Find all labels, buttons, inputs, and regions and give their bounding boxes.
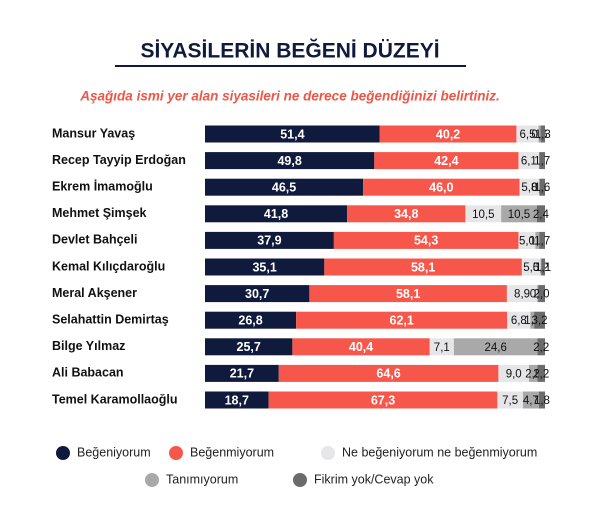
legend-label: Tanımıyorum bbox=[166, 472, 238, 486]
value-label: 26,8 bbox=[238, 313, 262, 327]
value-label: 42,4 bbox=[434, 154, 458, 168]
category-label: Ekrem İmamoğlu bbox=[52, 178, 153, 193]
value-label: 58,1 bbox=[396, 287, 420, 301]
value-label: 1,6 bbox=[534, 182, 550, 194]
category-label: Bilge Yılmaz bbox=[52, 339, 125, 353]
value-label: 64,6 bbox=[376, 367, 400, 381]
value-label: 30,7 bbox=[245, 287, 269, 301]
value-label: 10,5 bbox=[472, 209, 494, 221]
legend-marker bbox=[169, 446, 183, 460]
value-label: 62,1 bbox=[390, 313, 414, 327]
value-label: 51,4 bbox=[280, 127, 304, 141]
value-label: 3,2 bbox=[532, 315, 548, 327]
chart-title: SİYASİLERİN BEĞENİ DÜZEYİ bbox=[140, 39, 439, 63]
category-label: Meral Akşener bbox=[52, 286, 137, 300]
value-label: 1,1 bbox=[535, 262, 551, 274]
category-label: Kemal Kılıçdaroğlu bbox=[52, 259, 165, 273]
value-label: 2,2 bbox=[533, 342, 549, 354]
category-label: Selahattin Demirtaş bbox=[52, 312, 169, 326]
category-label: Devlet Bahçeli bbox=[52, 233, 137, 247]
value-label: 49,8 bbox=[277, 154, 301, 168]
value-label: 2,0 bbox=[534, 289, 550, 301]
legend-label: Beğenmiyorum bbox=[190, 445, 274, 459]
value-label: 34,8 bbox=[394, 207, 418, 221]
legend-marker bbox=[321, 446, 335, 460]
value-label: 24,6 bbox=[485, 342, 507, 354]
value-label: 54,3 bbox=[414, 234, 438, 248]
legend-label: Fikrim yok/Cevap yok bbox=[314, 472, 434, 486]
value-label: 9,0 bbox=[506, 368, 522, 380]
category-label: Temel Karamollaoğlu bbox=[52, 392, 178, 406]
value-label: 7,1 bbox=[434, 342, 450, 354]
value-label: 35,1 bbox=[252, 260, 276, 274]
value-label: 58,1 bbox=[411, 260, 435, 274]
category-label: Recep Tayyip Erdoğan bbox=[52, 153, 186, 167]
value-label: 2,2 bbox=[533, 368, 549, 380]
chart-subtitle: Aşağıda ismi yer alan siyasileri ne dere… bbox=[79, 89, 499, 104]
legend-marker bbox=[56, 446, 70, 460]
value-label: 40,2 bbox=[436, 127, 460, 141]
legend-label: Beğeniyorum bbox=[77, 445, 151, 459]
category-label: Mehmet Şimşek bbox=[52, 206, 147, 220]
value-label: 37,9 bbox=[257, 234, 281, 248]
value-label: 46,0 bbox=[429, 180, 453, 194]
value-label: 21,7 bbox=[230, 367, 254, 381]
value-label: 8,9 bbox=[514, 289, 530, 301]
value-label: 46,5 bbox=[272, 180, 296, 194]
legend-marker bbox=[145, 473, 159, 487]
value-label: 2,4 bbox=[533, 209, 550, 221]
value-label: 40,4 bbox=[349, 340, 373, 354]
value-label: 1,7 bbox=[534, 156, 550, 168]
value-label: 25,7 bbox=[237, 340, 261, 354]
value-label: 1,8 bbox=[534, 395, 550, 407]
category-label: Ali Babacan bbox=[52, 366, 124, 380]
legend-marker bbox=[293, 473, 307, 487]
value-label: 7,5 bbox=[502, 395, 518, 407]
legend-label: Ne beğeniyorum ne beğenmiyorum bbox=[342, 445, 537, 459]
value-label: 1,3 bbox=[535, 129, 551, 141]
value-label: 1,7 bbox=[534, 235, 550, 247]
value-label: 41,8 bbox=[264, 207, 288, 221]
category-label: Mansur Yavaş bbox=[52, 126, 135, 140]
value-label: 67,3 bbox=[371, 393, 395, 407]
value-label: 18,7 bbox=[225, 393, 249, 407]
value-label: 10,5 bbox=[508, 209, 530, 221]
